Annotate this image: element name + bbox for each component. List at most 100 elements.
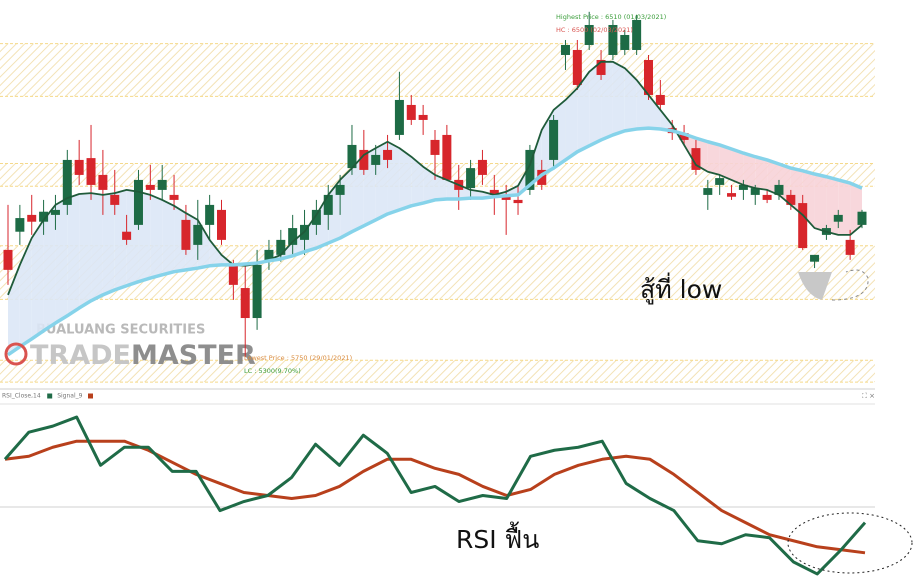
candle-body — [205, 204, 215, 225]
ma-fill — [826, 176, 839, 235]
candle-body — [122, 231, 132, 240]
ma-fill — [707, 141, 720, 175]
legend-label: Signal_9 — [57, 393, 82, 400]
ma-fill — [55, 198, 68, 324]
candle-body — [608, 24, 618, 55]
price-zone — [0, 163, 875, 187]
candle-body — [620, 34, 630, 50]
candle-body — [738, 184, 748, 190]
price-zone — [0, 360, 875, 383]
candle-body — [833, 214, 843, 222]
ma-fill — [399, 148, 412, 210]
price-zone — [0, 43, 875, 97]
logo — [4, 342, 28, 366]
legend-label: RSI_Close,14 — [2, 393, 41, 400]
candle-body — [560, 44, 570, 55]
legend-swatch — [88, 393, 93, 399]
candle-body — [74, 159, 84, 175]
candle-body — [549, 119, 559, 160]
ma-fill — [67, 194, 80, 316]
candle-body — [110, 194, 120, 205]
candle-body — [525, 149, 535, 190]
candle-body — [703, 188, 713, 195]
candle-body — [193, 224, 203, 245]
ma-fill — [31, 219, 44, 339]
ma-fill — [731, 149, 744, 185]
candle-body — [157, 179, 167, 190]
candle-body — [750, 188, 760, 195]
candle-body — [774, 184, 784, 195]
candle-body — [596, 59, 606, 75]
candle-body — [359, 149, 369, 170]
candle-body — [845, 239, 855, 255]
candle-body — [371, 154, 381, 165]
candle-body — [513, 199, 523, 204]
ma-fill — [209, 239, 222, 266]
candle-body — [145, 184, 155, 190]
candle-body — [537, 169, 547, 185]
ma-fill — [79, 193, 92, 309]
candle-body — [632, 19, 642, 50]
annotation-arrow — [831, 269, 869, 301]
annotation-shape — [798, 272, 832, 300]
candle-body — [335, 184, 345, 195]
ma-fill — [351, 154, 364, 232]
indicator-line — [4, 439, 866, 555]
candle-body — [584, 24, 594, 45]
candle-body — [217, 209, 226, 240]
candle-body — [489, 189, 499, 195]
ma-fill — [423, 166, 435, 204]
ma-fill — [162, 199, 175, 275]
annotation-ellipse — [787, 512, 913, 574]
candle-body — [264, 249, 274, 262]
candle-body — [810, 254, 820, 262]
candle-body — [15, 218, 25, 232]
ma-fill — [755, 156, 768, 190]
watermark-part: MASTER — [131, 340, 256, 371]
candle-body — [323, 194, 333, 215]
candle-body — [786, 194, 796, 205]
candle-body — [394, 99, 404, 135]
ma-fill — [589, 61, 602, 146]
ma-fill — [814, 174, 827, 232]
candle-body — [169, 194, 179, 200]
ma-fill — [601, 61, 613, 140]
candle-body — [727, 193, 737, 197]
ma-fill — [624, 68, 637, 131]
candle-body — [655, 94, 665, 105]
low-label: Lowest Price : 5750 (29/01/2021) — [244, 354, 352, 362]
candle-body — [715, 178, 725, 185]
ma-fill — [435, 174, 447, 200]
candle-body — [798, 203, 808, 249]
moving-average — [7, 126, 863, 357]
candle-body — [857, 211, 867, 225]
candle-body — [311, 209, 321, 225]
price-panel: BUALUANG SECURITIES TRADEMASTER Highest Pr… — [0, 11, 875, 383]
ma-fill — [648, 94, 661, 130]
candle-body — [276, 239, 286, 255]
candle-body — [418, 114, 428, 120]
watermark-part: TRADE — [30, 340, 131, 371]
candle-body — [477, 159, 487, 175]
ma-fill — [506, 185, 519, 196]
candle-body — [406, 104, 416, 120]
candle-body — [240, 288, 250, 319]
candle-body — [383, 149, 393, 160]
candle-body — [691, 148, 701, 170]
candle-body — [442, 134, 452, 180]
panel-icons[interactable]: ⛶ × — [862, 392, 875, 400]
candle-body — [50, 209, 60, 215]
legend-swatch — [47, 393, 53, 399]
candle-body — [252, 264, 262, 319]
candle-body — [347, 144, 357, 169]
candle-body — [181, 219, 191, 250]
candle-body — [39, 211, 49, 222]
candle-body — [98, 174, 108, 190]
indicator-line — [3, 415, 867, 576]
ma-fill — [114, 189, 127, 290]
ma-fill — [411, 156, 424, 206]
candle-body — [27, 214, 37, 222]
ma-fill — [150, 194, 163, 279]
candle-body — [62, 159, 72, 205]
